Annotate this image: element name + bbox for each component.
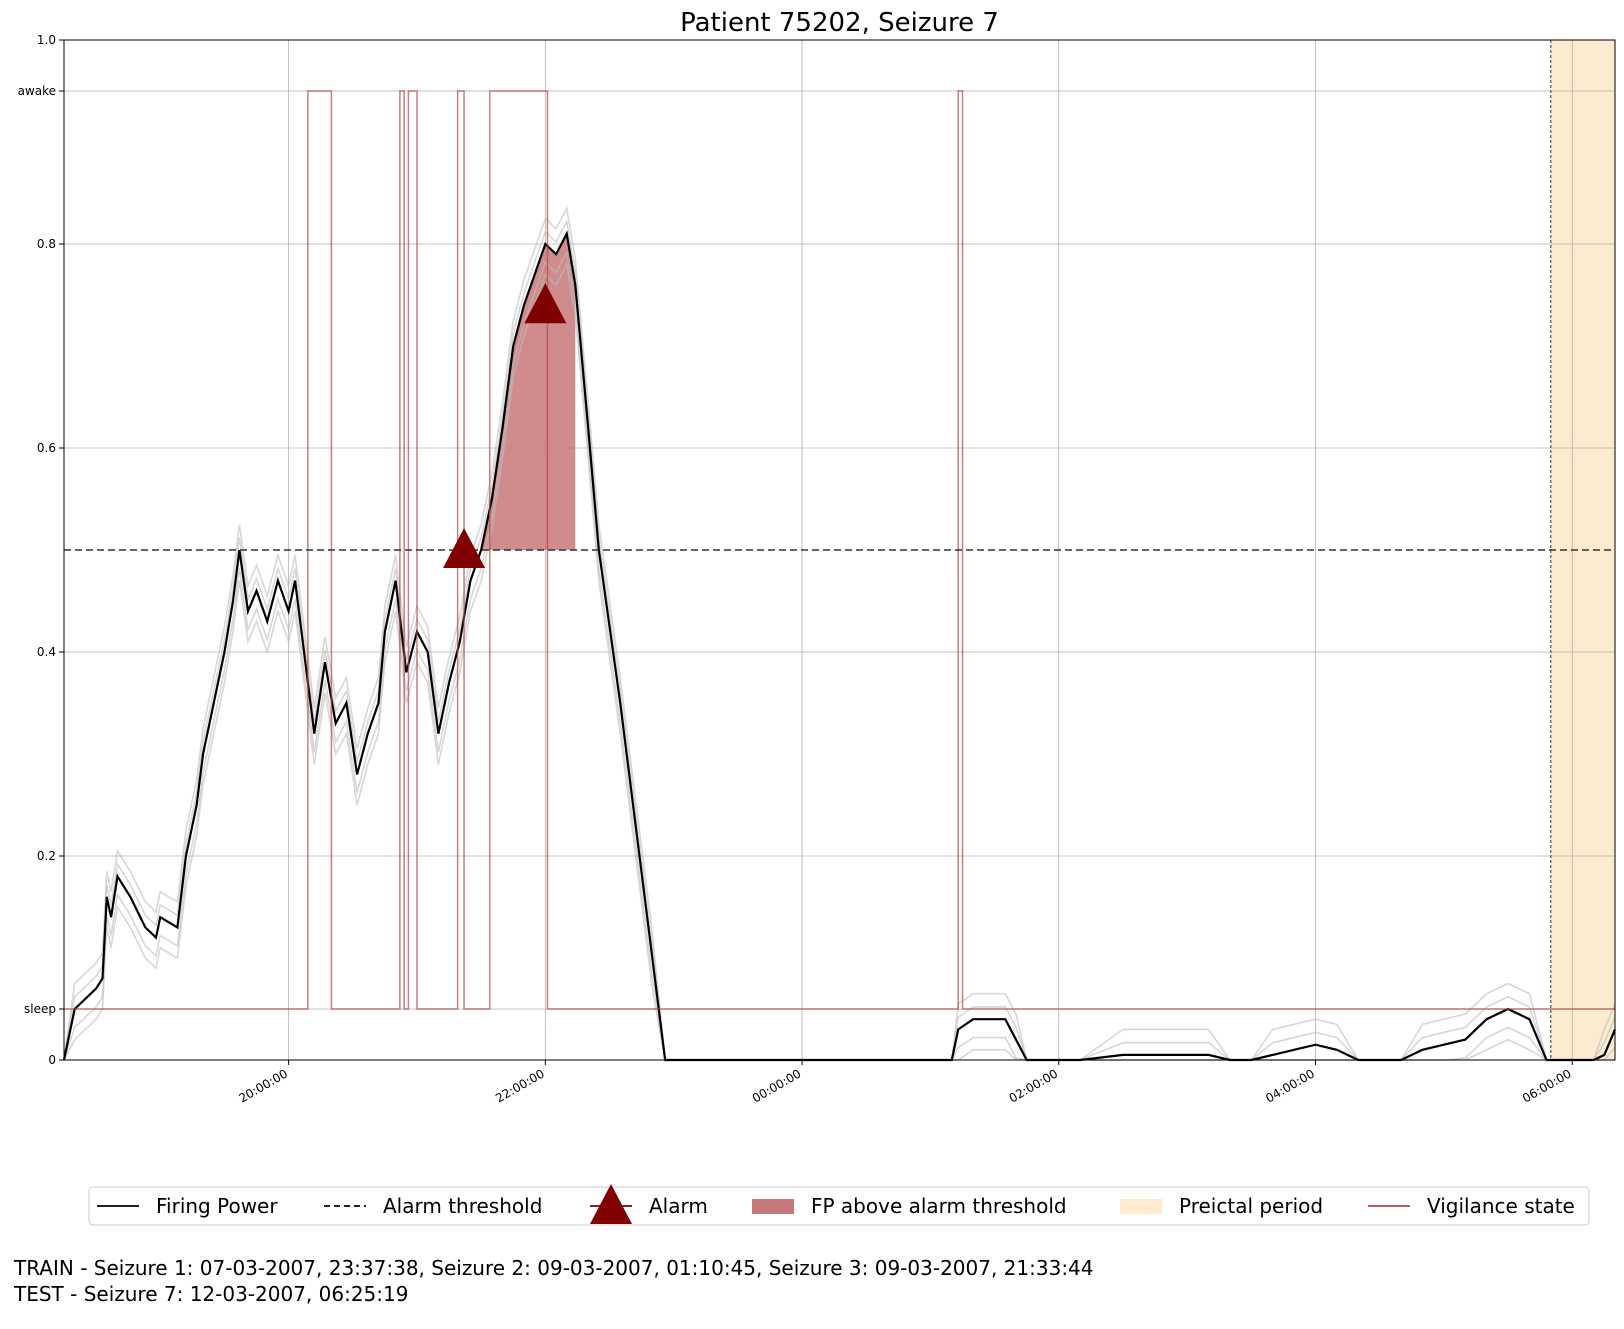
legend-swatch-patch — [752, 1199, 794, 1214]
x-tick-label: 06:00:00 — [1520, 1066, 1574, 1105]
legend-frame — [88, 1186, 1590, 1226]
legend-label: FP above alarm threshold — [811, 1194, 1067, 1218]
y-tick-label: 0.8 — [37, 237, 56, 251]
legend-label: Alarm — [649, 1194, 708, 1218]
x-tick-label: 22:00:00 — [493, 1066, 547, 1105]
footnote-test: TEST - Seizure 7: 12-03-2007, 06:25:19 — [14, 1282, 409, 1306]
legend-label: Alarm threshold — [383, 1194, 542, 1218]
legend-label: Firing Power — [156, 1194, 278, 1218]
alarm-marker — [524, 283, 567, 324]
legend-label: Vigilance state — [1427, 1194, 1575, 1218]
y-tick-label: 0.4 — [37, 645, 56, 659]
x-tick-label: 00:00:00 — [750, 1066, 804, 1105]
x-tick-label: 02:00:00 — [1007, 1066, 1061, 1105]
y-tick-label: 0.6 — [37, 441, 56, 455]
footnote-train: TRAIN - Seizure 1: 07-03-2007, 23:37:38,… — [14, 1256, 1094, 1280]
x-tick-label: 20:00:00 — [236, 1066, 290, 1105]
y-tick-label: awake — [18, 84, 56, 98]
vigilance-state-line — [64, 90, 1615, 1010]
legend-swatch-patch — [1120, 1199, 1162, 1214]
firing-power-trace — [63, 205, 1616, 1061]
chart-title: Patient 75202, Seizure 7 — [680, 8, 999, 38]
legend-swatch-alarm-marker — [590, 1184, 632, 1224]
x-tick-label: 04:00:00 — [1263, 1066, 1317, 1105]
legend: Firing Power Alarm threshold Alarm FP above… — [88, 1184, 1590, 1226]
y-tick-label: 0.2 — [37, 849, 56, 863]
legend-label: Preictal period — [1179, 1194, 1323, 1218]
axes-frame — [63, 39, 1616, 1061]
alarm-marker — [443, 528, 486, 568]
y-tick-label: 1.0 — [37, 33, 56, 47]
y-tick-label: 0 — [48, 1053, 56, 1067]
y-tick-label: sleep — [24, 1002, 56, 1016]
